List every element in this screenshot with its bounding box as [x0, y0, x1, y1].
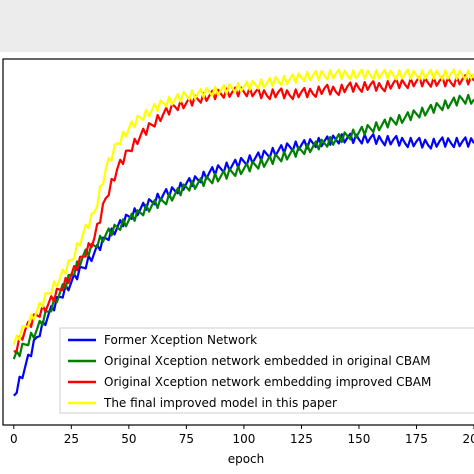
- x-tick-label: 50: [121, 432, 136, 446]
- legend-box: [59, 327, 474, 414]
- x-axis-label: epoch: [228, 452, 265, 466]
- series-layer: [12, 68, 474, 397]
- x-tick-label: 100: [232, 432, 255, 446]
- series-line: [13, 132, 474, 397]
- x-tick-label: 175: [405, 432, 428, 446]
- legend[interactable]: Former Xception Network Original Xception…: [59, 327, 474, 414]
- x-tick-label: 0: [10, 432, 18, 446]
- x-tick-label: 125: [290, 432, 313, 446]
- x-tick-label: 200: [463, 432, 474, 446]
- legend-label: Original Xception network embedding impr…: [104, 375, 431, 389]
- series-line: [12, 68, 474, 345]
- series-line: [13, 74, 474, 353]
- figure-top-margin: [0, 0, 474, 52]
- legend-label: The final improved model in this paper: [103, 396, 337, 410]
- x-tick-label: 150: [347, 432, 370, 446]
- x-tick-label: 75: [179, 432, 194, 446]
- x-axis: 0 25 50 75 100 125 150 175 200: [10, 425, 474, 446]
- legend-label: Original Xception network embedded in or…: [104, 354, 431, 368]
- legend-label: Former Xception Network: [104, 333, 257, 347]
- x-tick-label: 25: [64, 432, 79, 446]
